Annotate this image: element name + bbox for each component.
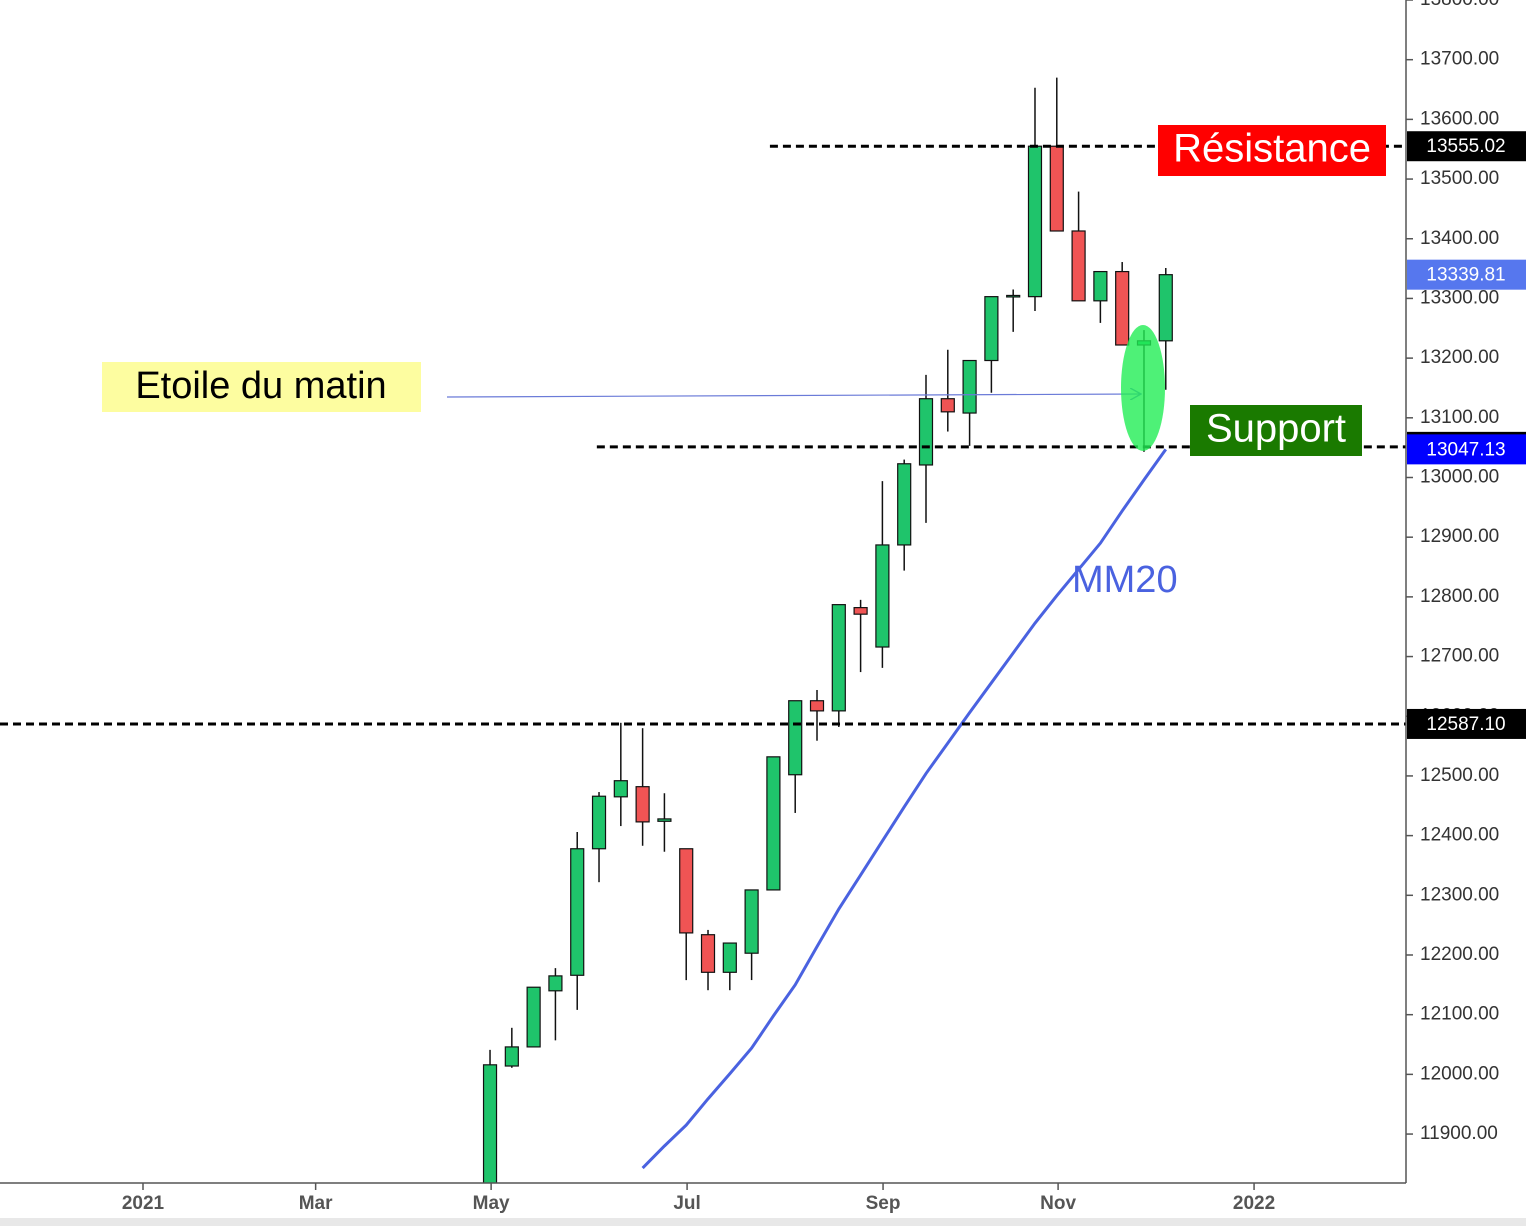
candle-body	[853, 607, 868, 615]
candle-body	[722, 942, 737, 973]
price-tag-label: 13555.02	[1426, 136, 1505, 157]
price-tag-label: 12587.10	[1426, 714, 1505, 735]
y-tick-label: 11900.00	[1420, 1123, 1498, 1144]
candle-body	[875, 544, 890, 648]
candle-body	[1006, 294, 1021, 298]
x-tick-label: Sep	[866, 1193, 901, 1214]
candle-body	[591, 795, 607, 850]
candle-body	[1115, 270, 1130, 346]
x-tick-label: Mar	[299, 1193, 333, 1214]
support-box	[1190, 405, 1362, 456]
pattern-box	[102, 362, 421, 412]
x-tick-label: 2021	[122, 1193, 165, 1214]
y-tick-label: 12000.00	[1420, 1063, 1499, 1084]
candle-body	[1049, 145, 1064, 232]
support-label: Support	[1206, 407, 1346, 451]
y-tick-label: 13800.00	[1420, 0, 1499, 10]
resistance-box	[1158, 125, 1386, 176]
candle-body	[940, 398, 955, 413]
price-tag	[1407, 434, 1526, 465]
candle-body	[831, 604, 846, 712]
candle-body	[1027, 145, 1043, 298]
price-tag	[1407, 708, 1526, 739]
candle-body	[526, 986, 541, 1048]
y-tick-label: 13200.00	[1420, 347, 1499, 368]
bottom-strip	[0, 1218, 1526, 1226]
y-tick-label: 12900.00	[1420, 526, 1499, 547]
highlight-ellipse	[1121, 325, 1165, 451]
axes: 11900.00 12000.00 12100.00 12200.00 12300.00…	[122, 0, 1526, 1214]
y-tick-label: 12400.00	[1420, 825, 1499, 846]
candle-body	[570, 848, 585, 976]
ma-line	[641, 448, 1168, 1170]
y-tick-label: 12500.00	[1420, 765, 1499, 786]
y-tick-label: 12800.00	[1420, 586, 1499, 607]
x-tick-label: May	[473, 1193, 510, 1214]
candle-body	[744, 889, 759, 954]
y-tick-label: 13700.00	[1420, 49, 1499, 70]
candle-body	[897, 463, 912, 546]
y-tick-label: 12200.00	[1420, 944, 1499, 965]
price-tag-label: 13339.81	[1426, 265, 1505, 286]
y-tick-label: 13300.00	[1420, 287, 1499, 308]
candle-body	[809, 700, 825, 712]
candle-body	[548, 975, 563, 992]
candle-body	[766, 756, 781, 891]
y-tick-label: 13100.00	[1420, 407, 1499, 428]
candle-body	[504, 1046, 519, 1067]
candle-body	[1093, 270, 1108, 302]
candle-body	[613, 780, 628, 798]
y-tick-label: 12700.00	[1420, 646, 1499, 667]
candle-body	[679, 848, 694, 934]
candle-body	[657, 818, 672, 822]
y-tick-label: 13000.00	[1420, 467, 1499, 488]
resistance-label: Résistance	[1173, 127, 1371, 171]
plot-area	[0, 77, 1406, 1183]
pattern-label: Etoile du matin	[135, 365, 386, 407]
price-tag	[1407, 259, 1526, 290]
x-tick-label: Nov	[1040, 1193, 1076, 1214]
candle-body	[984, 296, 999, 362]
candle-body	[1071, 230, 1086, 302]
price-tag	[1407, 131, 1526, 162]
ma-label: MM20	[1072, 559, 1178, 601]
candle-body	[788, 700, 803, 776]
candle-body	[918, 398, 934, 466]
y-tick-label: 13600.00	[1420, 108, 1499, 129]
x-tick-label: Jul	[673, 1193, 700, 1214]
candle-body	[700, 934, 716, 973]
y-tick-label: 12300.00	[1420, 884, 1499, 905]
y-tick-label: 13500.00	[1420, 168, 1499, 189]
y-tick-label: 12100.00	[1420, 1004, 1499, 1025]
candle-body	[1158, 274, 1173, 342]
candle-body	[962, 359, 977, 414]
y-tick-label: 13400.00	[1420, 228, 1499, 249]
price-tag-label: 13047.13	[1426, 439, 1505, 460]
candle-body	[482, 1064, 498, 1183]
candle-body	[635, 786, 650, 823]
annotation-arrow	[446, 394, 1141, 397]
x-tick-label: 2022	[1233, 1193, 1275, 1214]
